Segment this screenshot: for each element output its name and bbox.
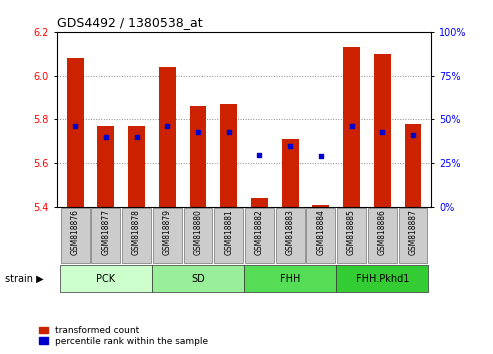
Bar	[374, 54, 390, 207]
Text: GSM818881: GSM818881	[224, 209, 233, 255]
Point	[317, 153, 325, 159]
Point	[409, 132, 417, 138]
FancyBboxPatch shape	[214, 208, 243, 263]
FancyBboxPatch shape	[244, 265, 336, 292]
Text: GSM818887: GSM818887	[408, 209, 418, 255]
Text: FHH.Pkhd1: FHH.Pkhd1	[355, 274, 409, 284]
FancyBboxPatch shape	[152, 265, 244, 292]
Text: GSM818884: GSM818884	[317, 209, 325, 255]
Bar	[313, 205, 329, 207]
Text: SD: SD	[191, 274, 205, 284]
Point	[133, 134, 141, 140]
FancyBboxPatch shape	[60, 265, 152, 292]
Bar	[404, 124, 422, 207]
Text: strain ▶: strain ▶	[5, 274, 43, 284]
Bar	[343, 47, 360, 207]
Text: GSM818882: GSM818882	[255, 209, 264, 255]
Bar	[282, 139, 299, 207]
Bar	[67, 58, 84, 207]
FancyBboxPatch shape	[368, 208, 397, 263]
Text: GSM818878: GSM818878	[132, 209, 141, 255]
Bar	[98, 126, 114, 207]
Text: GSM818886: GSM818886	[378, 209, 387, 255]
Text: GSM818885: GSM818885	[347, 209, 356, 255]
Text: GDS4492 / 1380538_at: GDS4492 / 1380538_at	[57, 16, 202, 29]
Text: GSM818880: GSM818880	[193, 209, 203, 255]
Point	[255, 152, 263, 157]
FancyBboxPatch shape	[183, 208, 212, 263]
FancyBboxPatch shape	[306, 208, 335, 263]
Point	[286, 143, 294, 149]
Legend: transformed count, percentile rank within the sample: transformed count, percentile rank withi…	[39, 326, 209, 346]
Bar	[159, 67, 176, 207]
Text: GSM818876: GSM818876	[70, 209, 80, 255]
Point	[348, 124, 355, 129]
Point	[225, 129, 233, 135]
Text: FHH: FHH	[280, 274, 300, 284]
Point	[102, 134, 110, 140]
Point	[194, 129, 202, 135]
FancyBboxPatch shape	[61, 208, 90, 263]
Text: GSM818877: GSM818877	[102, 209, 110, 255]
FancyBboxPatch shape	[398, 208, 427, 263]
FancyBboxPatch shape	[337, 208, 366, 263]
Point	[163, 124, 171, 129]
Bar	[189, 106, 207, 207]
FancyBboxPatch shape	[245, 208, 274, 263]
FancyBboxPatch shape	[153, 208, 182, 263]
Bar	[251, 198, 268, 207]
Text: PCK: PCK	[96, 274, 115, 284]
FancyBboxPatch shape	[276, 208, 305, 263]
Text: GSM818879: GSM818879	[163, 209, 172, 255]
Point	[378, 129, 386, 135]
Bar	[128, 126, 145, 207]
FancyBboxPatch shape	[122, 208, 151, 263]
Bar	[220, 104, 237, 207]
FancyBboxPatch shape	[336, 265, 428, 292]
Text: GSM818883: GSM818883	[285, 209, 295, 255]
FancyBboxPatch shape	[91, 208, 120, 263]
Point	[71, 124, 79, 129]
